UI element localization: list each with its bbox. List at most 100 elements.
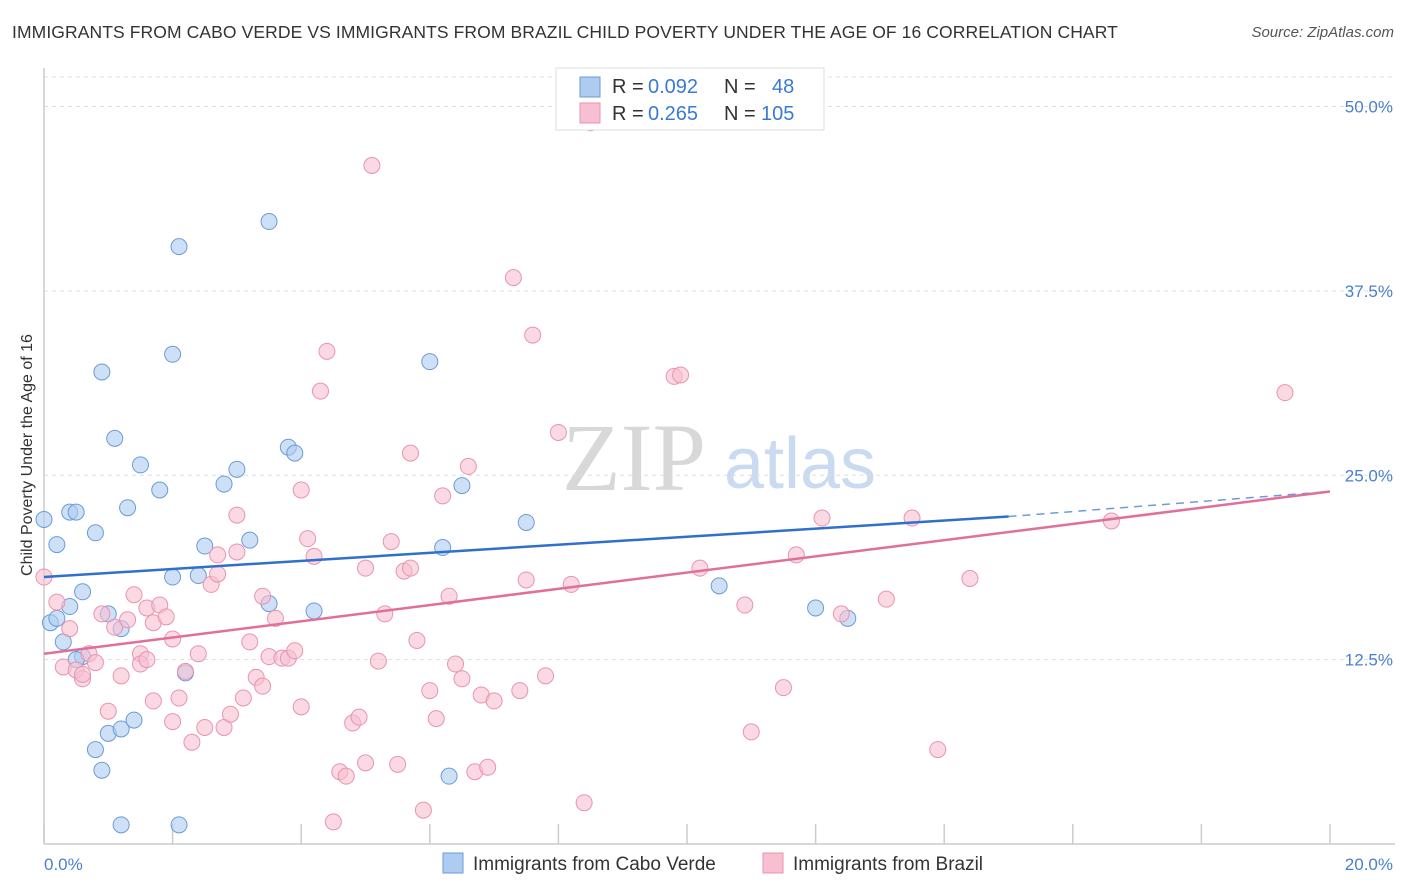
pink-data-point <box>157 608 175 626</box>
y-tick-label: 25.0% <box>1345 466 1393 485</box>
pink-data-point <box>414 801 432 819</box>
pink-data-point <box>144 692 162 710</box>
pink-data-point <box>421 682 439 700</box>
blue-data-point <box>119 499 137 517</box>
pink-data-point <box>363 157 381 174</box>
blue-data-point <box>164 568 182 586</box>
chart-title: IMMIGRANTS FROM CABO VERDE VS IMMIGRANTS… <box>12 22 1118 42</box>
bottom-legend-swatch-blue <box>442 852 464 874</box>
blue-data-point <box>86 741 104 759</box>
blue-data-point <box>67 503 85 521</box>
blue-data-point <box>131 456 149 474</box>
pink-data-point <box>48 593 66 611</box>
pink-data-point <box>324 813 342 831</box>
pink-data-point <box>266 609 284 627</box>
blue-data-point <box>112 720 130 738</box>
legend-box <box>555 67 825 131</box>
pink-data-point <box>453 670 471 688</box>
blue-data-point <box>48 536 66 554</box>
x-tick-label-max: 20.0% <box>1345 855 1393 874</box>
legend-r-value-pink: 0.265 <box>648 103 698 125</box>
pink-data-point <box>517 571 535 589</box>
legend-r-label-blue: R = <box>612 76 644 98</box>
pink-data-point <box>86 654 104 672</box>
pink-data-point <box>350 708 368 726</box>
blue-data-point <box>106 429 124 447</box>
pink-data-point <box>562 575 580 593</box>
blue-data-point <box>74 583 92 601</box>
pink-data-point <box>813 509 831 527</box>
legend-n-label-pink: N = <box>724 103 756 125</box>
pink-data-point <box>575 794 593 812</box>
pink-data-point <box>402 444 420 462</box>
pink-data-point <box>234 689 252 707</box>
pink-data-point <box>254 587 272 605</box>
blue-data-point <box>421 353 439 371</box>
pink-data-point <box>459 457 477 475</box>
pink-data-point <box>119 611 137 629</box>
blue-data-point <box>48 609 66 627</box>
pink-data-point <box>337 767 355 785</box>
pink-data-point <box>164 713 182 731</box>
blue-data-point <box>170 816 188 834</box>
legend-swatch-blue <box>579 76 601 98</box>
pink-data-point <box>209 565 227 583</box>
pink-data-point <box>176 662 194 680</box>
blue-data-point <box>125 711 143 729</box>
blue-data-point <box>260 213 278 231</box>
grid-lines <box>44 76 1395 661</box>
bottom-legend-label-pink: Immigrants from Brazil <box>793 854 983 875</box>
blue-trend-extension <box>1008 490 1331 518</box>
pink-data-point <box>138 651 156 669</box>
blue-data-point <box>453 477 471 495</box>
blue-data-point <box>93 761 111 779</box>
pink-data-point <box>434 487 452 505</box>
blue-data-point <box>215 475 233 493</box>
pink-data-point <box>691 559 709 577</box>
y-tick-label: 50.0% <box>1345 98 1393 117</box>
blue-data-point <box>196 537 214 555</box>
pink-data-point <box>447 655 465 673</box>
pink-data-point <box>61 620 79 638</box>
pink-data-point <box>286 642 304 660</box>
legend-r-label-pink: R = <box>612 103 644 125</box>
blue-data-point <box>93 363 111 381</box>
pink-data-point <box>221 705 239 723</box>
pink-data-point <box>440 587 458 605</box>
blue-data-point <box>86 524 104 542</box>
pink-data-point <box>170 689 188 707</box>
pink-data-point <box>382 533 400 551</box>
pink-data-point <box>929 741 947 759</box>
pink-data-point <box>389 755 407 773</box>
pink-data-point <box>369 652 387 670</box>
pink-data-point <box>305 547 323 565</box>
axes: 12.5% 25.0% 37.5% 50.0% <box>43 68 1395 845</box>
pink-data-point <box>427 710 445 728</box>
pink-data-point <box>877 590 895 608</box>
pink-data-point <box>196 718 214 736</box>
blue-data-point <box>710 577 728 595</box>
pink-data-point <box>99 702 117 720</box>
legend-n-value-pink: 105 <box>761 103 794 125</box>
blue-data-point <box>164 345 182 363</box>
legend-swatch-pink <box>579 102 601 124</box>
pink-data-point <box>241 633 259 651</box>
blue-data-point <box>170 238 188 256</box>
pink-data-point <box>485 692 503 710</box>
blue-data-point <box>286 444 304 462</box>
pink-data-point <box>183 733 201 751</box>
pink-data-point <box>736 596 754 614</box>
pink-data-point <box>209 546 227 564</box>
trend-lines <box>43 490 1331 655</box>
pink-data-point <box>112 667 130 685</box>
blue-data-point <box>517 513 535 531</box>
blue-data-point <box>35 511 53 528</box>
pink-data-point <box>549 423 567 441</box>
pink-data-point <box>479 758 497 776</box>
pink-data-point <box>408 631 426 649</box>
blue-data-point <box>305 602 323 620</box>
pink-data-point <box>832 605 850 623</box>
pink-data-point <box>74 665 92 683</box>
blue-data-point <box>241 531 259 549</box>
